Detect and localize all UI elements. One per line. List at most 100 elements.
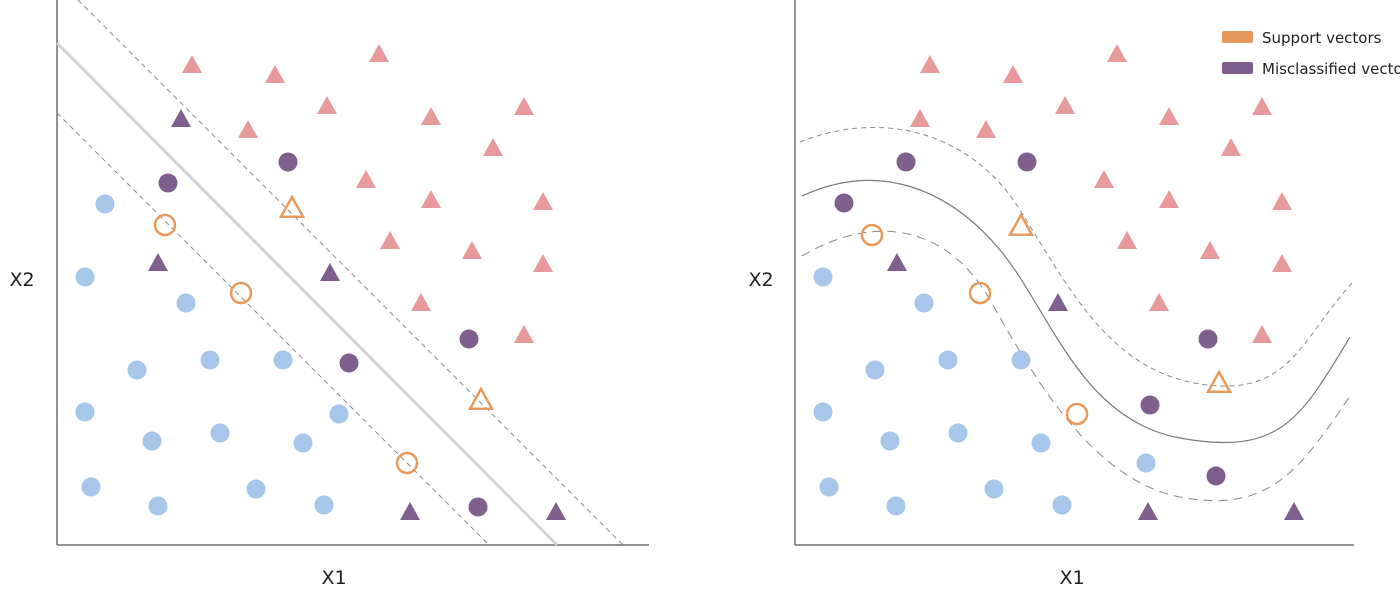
class-a-triangle <box>1159 190 1179 208</box>
right-margin-upper <box>799 126 1353 387</box>
class-a-triangle <box>1272 192 1292 210</box>
legend-misclassified-label: Misclassified vectors <box>1262 60 1400 78</box>
class-a-triangle <box>1107 44 1127 62</box>
class-b-circle <box>293 433 313 453</box>
misclassified-circle <box>459 329 479 349</box>
class-a-triangle <box>920 55 940 73</box>
misclassified-circle <box>1206 466 1226 486</box>
support-vector-circle <box>968 281 992 305</box>
class-a-triangle <box>411 293 431 311</box>
class-a-triangle <box>369 44 389 62</box>
right-x-axis-label: X1 <box>1059 567 1084 589</box>
left-x-axis-label: X1 <box>321 567 346 589</box>
class-a-triangle <box>1272 254 1292 272</box>
class-b-circle <box>813 402 833 422</box>
class-a-triangle <box>238 120 258 138</box>
class-a-triangle <box>317 96 337 114</box>
class-a-triangle <box>356 170 376 188</box>
support-vector-triangle <box>1205 369 1233 394</box>
class-b-circle <box>329 404 349 424</box>
class-b-circle <box>938 350 958 370</box>
class-a-triangle <box>1094 170 1114 188</box>
class-b-circle <box>246 479 266 499</box>
panel-nonlinear: X1 X2 <box>748 0 1354 589</box>
legend-misclassified-swatch <box>1222 62 1253 74</box>
class-a-triangle <box>910 109 930 127</box>
misclassified-circle <box>278 152 298 172</box>
class-a-triangle <box>1117 231 1137 249</box>
support-vector-circle <box>395 451 419 475</box>
class-a-triangle <box>1149 293 1169 311</box>
class-b-circle <box>176 293 196 313</box>
class-a-triangle <box>421 107 441 125</box>
support-vector-triangle <box>1007 212 1035 237</box>
left-points-group <box>75 44 566 520</box>
misclassified-circle <box>1140 395 1160 415</box>
class-a-triangle <box>514 97 534 115</box>
panel-linear: X1 X2 <box>9 0 649 589</box>
class-a-triangle <box>1252 325 1272 343</box>
support-vector-circle <box>229 281 253 305</box>
class-b-circle <box>1031 433 1051 453</box>
support-vector-circle <box>860 223 884 247</box>
class-b-circle <box>127 360 147 380</box>
class-b-circle <box>273 350 293 370</box>
misclassified-circle <box>896 152 916 172</box>
class-b-circle <box>81 477 101 497</box>
misclassified-triangle <box>887 253 907 271</box>
class-a-triangle <box>1055 96 1075 114</box>
left-margin-upper <box>77 0 624 546</box>
right-y-axis-label: X2 <box>748 269 773 291</box>
misclassified-circle <box>339 353 359 373</box>
class-a-triangle <box>533 192 553 210</box>
class-a-triangle <box>976 120 996 138</box>
class-b-circle <box>886 496 906 516</box>
legend: Support vectors Misclassified vectors <box>1222 29 1400 78</box>
class-a-triangle <box>1159 107 1179 125</box>
class-b-circle <box>75 402 95 422</box>
support-vector-circle <box>1065 402 1089 426</box>
class-a-triangle <box>462 241 482 259</box>
class-b-circle <box>75 267 95 287</box>
class-a-triangle <box>1200 241 1220 259</box>
right-points-group <box>813 44 1304 520</box>
class-a-triangle <box>265 65 285 83</box>
misclassified-triangle <box>1284 502 1304 520</box>
misclassified-circle <box>1017 152 1037 172</box>
right-margin-lower <box>801 230 1353 502</box>
left-margin-lower <box>56 112 490 546</box>
class-b-circle <box>984 479 1004 499</box>
class-b-circle <box>914 293 934 313</box>
misclassified-triangle <box>400 502 420 520</box>
class-b-circle <box>1011 350 1031 370</box>
class-a-triangle <box>1252 97 1272 115</box>
class-a-triangle <box>1003 65 1023 83</box>
class-a-triangle <box>514 325 534 343</box>
class-a-triangle <box>483 138 503 156</box>
class-b-circle <box>880 431 900 451</box>
support-vector-triangle <box>278 194 306 219</box>
misclassified-triangle <box>148 253 168 271</box>
misclassified-circle <box>468 497 488 517</box>
misclassified-triangle <box>546 502 566 520</box>
right-decision-boundary <box>801 179 1351 444</box>
class-b-circle <box>819 477 839 497</box>
misclassified-triangle <box>320 263 340 281</box>
class-a-triangle <box>533 254 553 272</box>
class-b-circle <box>314 495 334 515</box>
class-b-circle <box>142 431 162 451</box>
class-b-circle <box>813 267 833 287</box>
legend-support-label: Support vectors <box>1262 29 1382 47</box>
support-vector-triangle <box>467 386 495 411</box>
left-y-axis-label: X2 <box>9 269 34 291</box>
left-decision-boundary <box>55 41 559 547</box>
class-b-circle <box>948 423 968 443</box>
class-b-circle <box>1052 495 1072 515</box>
support-vector-circle <box>153 213 177 237</box>
misclassified-circle <box>834 193 854 213</box>
misclassified-triangle <box>171 109 191 127</box>
misclassified-triangle <box>1048 293 1068 311</box>
class-b-circle <box>200 350 220 370</box>
class-b-circle <box>148 496 168 516</box>
